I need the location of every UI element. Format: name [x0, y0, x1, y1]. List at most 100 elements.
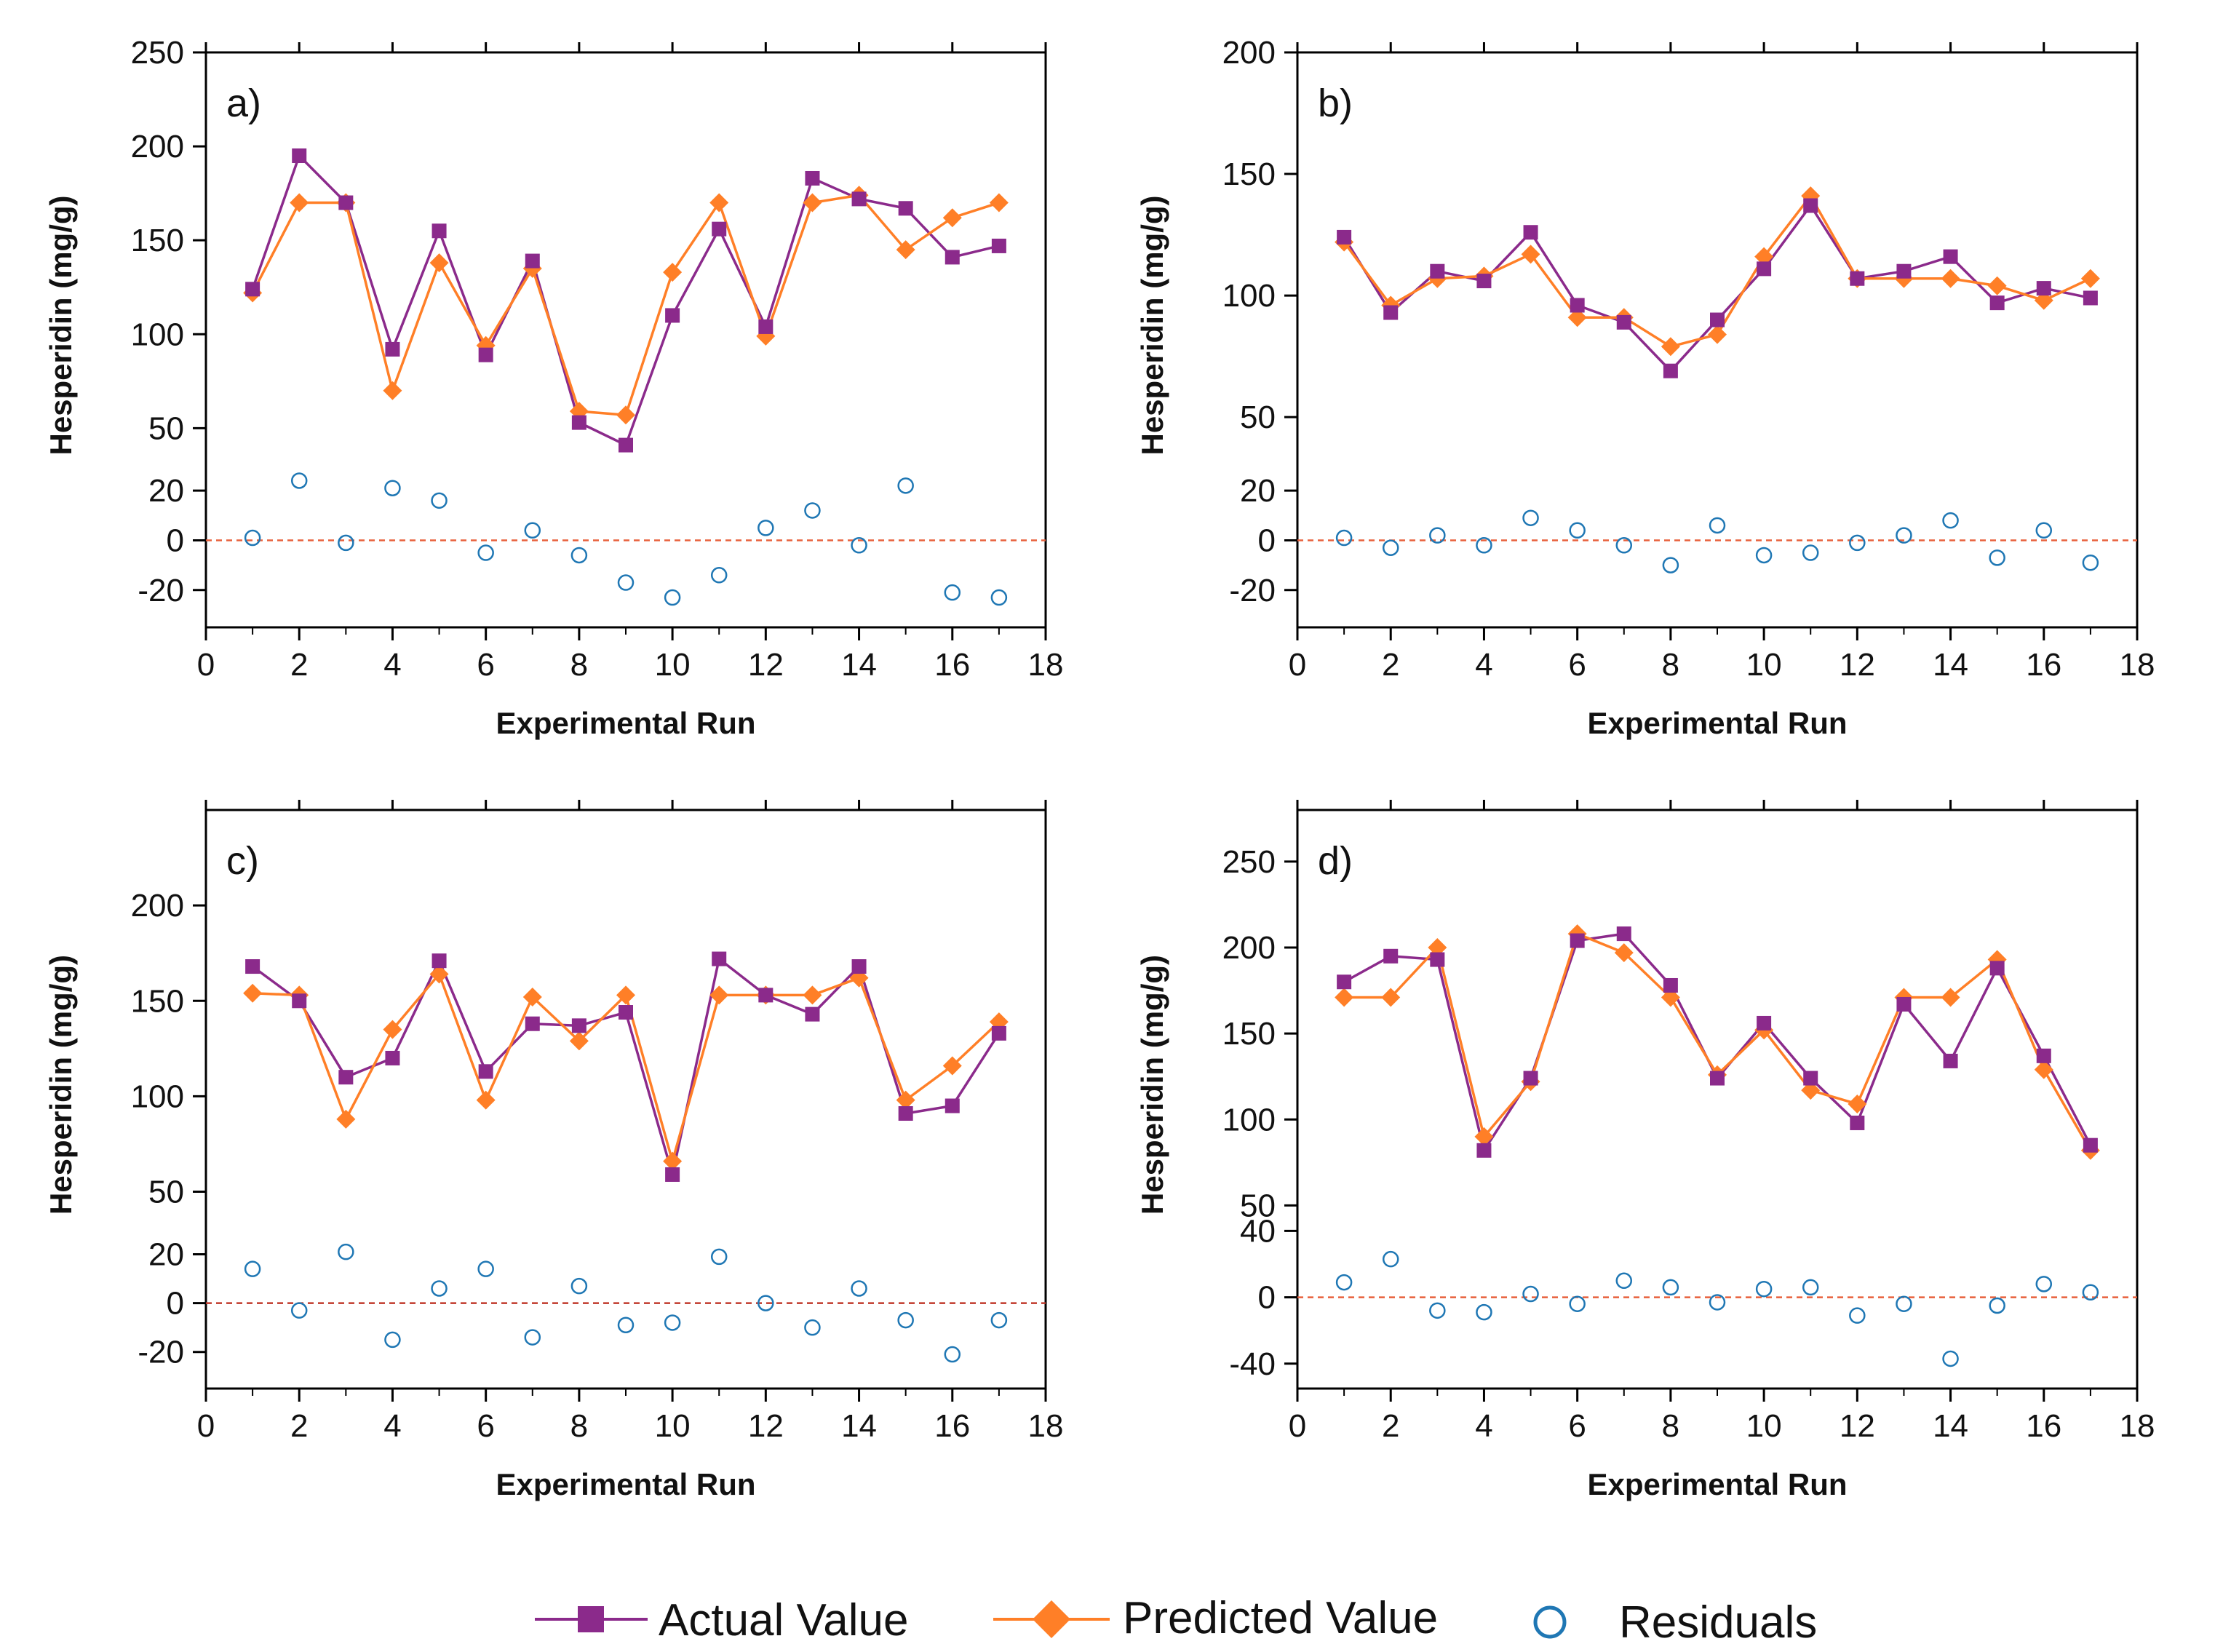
predicted-value-point — [383, 1020, 402, 1039]
residual-point — [1709, 517, 1726, 534]
predicted-value-point — [2080, 269, 2100, 288]
panel-label: d) — [1318, 839, 1353, 883]
actual-value-point — [1943, 249, 1958, 264]
actual-value-point — [1337, 229, 1352, 245]
residual-point — [617, 574, 635, 591]
predicted-value-point — [803, 985, 822, 1005]
actual-value-point — [1989, 295, 2005, 311]
residual-point — [570, 547, 588, 564]
residual-point — [338, 534, 354, 552]
x-tick-label: 2 — [290, 647, 308, 683]
actual-value-point — [1803, 198, 1818, 213]
y-tick-label: 250 — [131, 35, 184, 71]
actual-value-point — [712, 221, 727, 237]
residual-point — [384, 1331, 401, 1349]
panel-label: c) — [226, 839, 259, 883]
predicted-value-point — [1801, 1081, 1821, 1100]
residual-point — [1896, 1295, 1912, 1312]
x-tick-label: 6 — [477, 1408, 494, 1444]
y-tick-label: 20 — [148, 473, 184, 509]
y-tick-label: -40 — [1229, 1346, 1276, 1382]
actual-value-point — [758, 319, 774, 334]
actual-value-point — [1570, 298, 1585, 313]
x-axis-title: Experimental Run — [496, 1467, 755, 1501]
actual-value-series-line — [1343, 932, 2092, 1154]
actual-value-point — [898, 201, 913, 216]
predicted-value-point — [1381, 988, 1401, 1007]
residual-point — [477, 1260, 494, 1277]
y-axis-title: Hesperidin (mg/g) — [1135, 955, 1169, 1215]
y-tick-label: 100 — [1222, 278, 1276, 314]
actual-value-point — [1757, 261, 1772, 277]
residual-point — [1989, 549, 2005, 566]
y-tick-label: 0 — [1258, 1280, 1276, 1316]
actual-value-point — [1430, 263, 1445, 279]
predicted-value-point — [429, 964, 449, 984]
predicted-value-point — [476, 1090, 496, 1110]
actual-value-point — [525, 1016, 540, 1031]
legend-actual-label: Actual Value — [659, 1595, 909, 1645]
y-tick-label: 100 — [1222, 1102, 1276, 1137]
x-tick-label: 18 — [1028, 1408, 1064, 1444]
x-tick-label: 0 — [197, 1408, 215, 1444]
actual-value-point — [851, 191, 867, 207]
panel-label: a) — [226, 82, 261, 125]
actual-value-point — [1663, 977, 1678, 993]
predicted-value-point — [2034, 1060, 2053, 1079]
y-tick-label: 0 — [167, 1286, 184, 1322]
residual-point — [524, 522, 541, 539]
residual-point — [1849, 1307, 1866, 1324]
legend-residuals-marker — [1533, 1605, 1567, 1639]
predicted-value-point — [709, 985, 729, 1005]
y-tick-label: 200 — [1222, 930, 1276, 966]
predicted-value-point — [896, 240, 915, 260]
legend-actual-marker — [578, 1606, 604, 1632]
x-tick-label: 8 — [570, 647, 588, 683]
y-axis-title: Hesperidin (mg/g) — [44, 195, 78, 455]
actual-value-point — [851, 959, 867, 974]
x-tick-label: 14 — [1933, 647, 1968, 683]
predicted-value-point — [1428, 938, 1447, 957]
x-tick-label: 2 — [1382, 1408, 1399, 1444]
predicted-value-point — [1335, 988, 1354, 1007]
legend-residuals-label: Residuals — [1619, 1597, 1817, 1648]
residual-point — [990, 1311, 1008, 1329]
y-tick-label: -20 — [138, 573, 184, 608]
y-tick-label: 200 — [1222, 35, 1276, 71]
predicted-value-point — [429, 253, 449, 273]
x-axis-title: Experimental Run — [496, 706, 755, 740]
residual-point — [1989, 1297, 2005, 1314]
actual-value-series-line — [251, 153, 1000, 448]
predicted-value-point — [616, 405, 635, 425]
actual-value-point — [1430, 952, 1445, 967]
predicted-value-point — [1614, 943, 1634, 963]
actual-value-point — [478, 347, 493, 362]
y-tick-label: 0 — [167, 523, 184, 558]
residual-point — [1382, 1250, 1399, 1268]
predicted-value-point — [616, 985, 635, 1005]
residual-point — [664, 589, 681, 606]
actual-value-point — [1663, 363, 1678, 378]
residual-point — [1755, 547, 1773, 564]
panel-d: 0 2 4 6 8 10 12 14 16 18 50 100 150 200 250 -40 0 40 Exper… — [1135, 800, 2155, 1501]
residual-point — [1849, 534, 1866, 552]
residual-point — [477, 544, 494, 561]
predicted-value-point — [569, 1031, 589, 1051]
residual-point — [851, 1280, 867, 1297]
predicted-value-point — [896, 1090, 915, 1110]
predicted-value-point — [1661, 337, 1680, 357]
x-tick-label: 10 — [655, 647, 691, 683]
predicted-value-point — [942, 208, 962, 228]
actual-value-point — [1989, 961, 2005, 976]
actual-value-point — [2036, 281, 2051, 296]
y-tick-label: 200 — [131, 129, 184, 164]
actual-value-point — [2036, 1048, 2051, 1063]
y-tick-label: 50 — [1240, 400, 1276, 435]
predicted-value-series-line — [1344, 932, 2092, 1151]
actual-value-point — [1476, 274, 1492, 289]
actual-value-point — [245, 282, 261, 297]
actual-value-point — [1896, 263, 1912, 279]
actual-value-point — [338, 195, 354, 210]
actual-value-point — [1803, 1071, 1818, 1086]
